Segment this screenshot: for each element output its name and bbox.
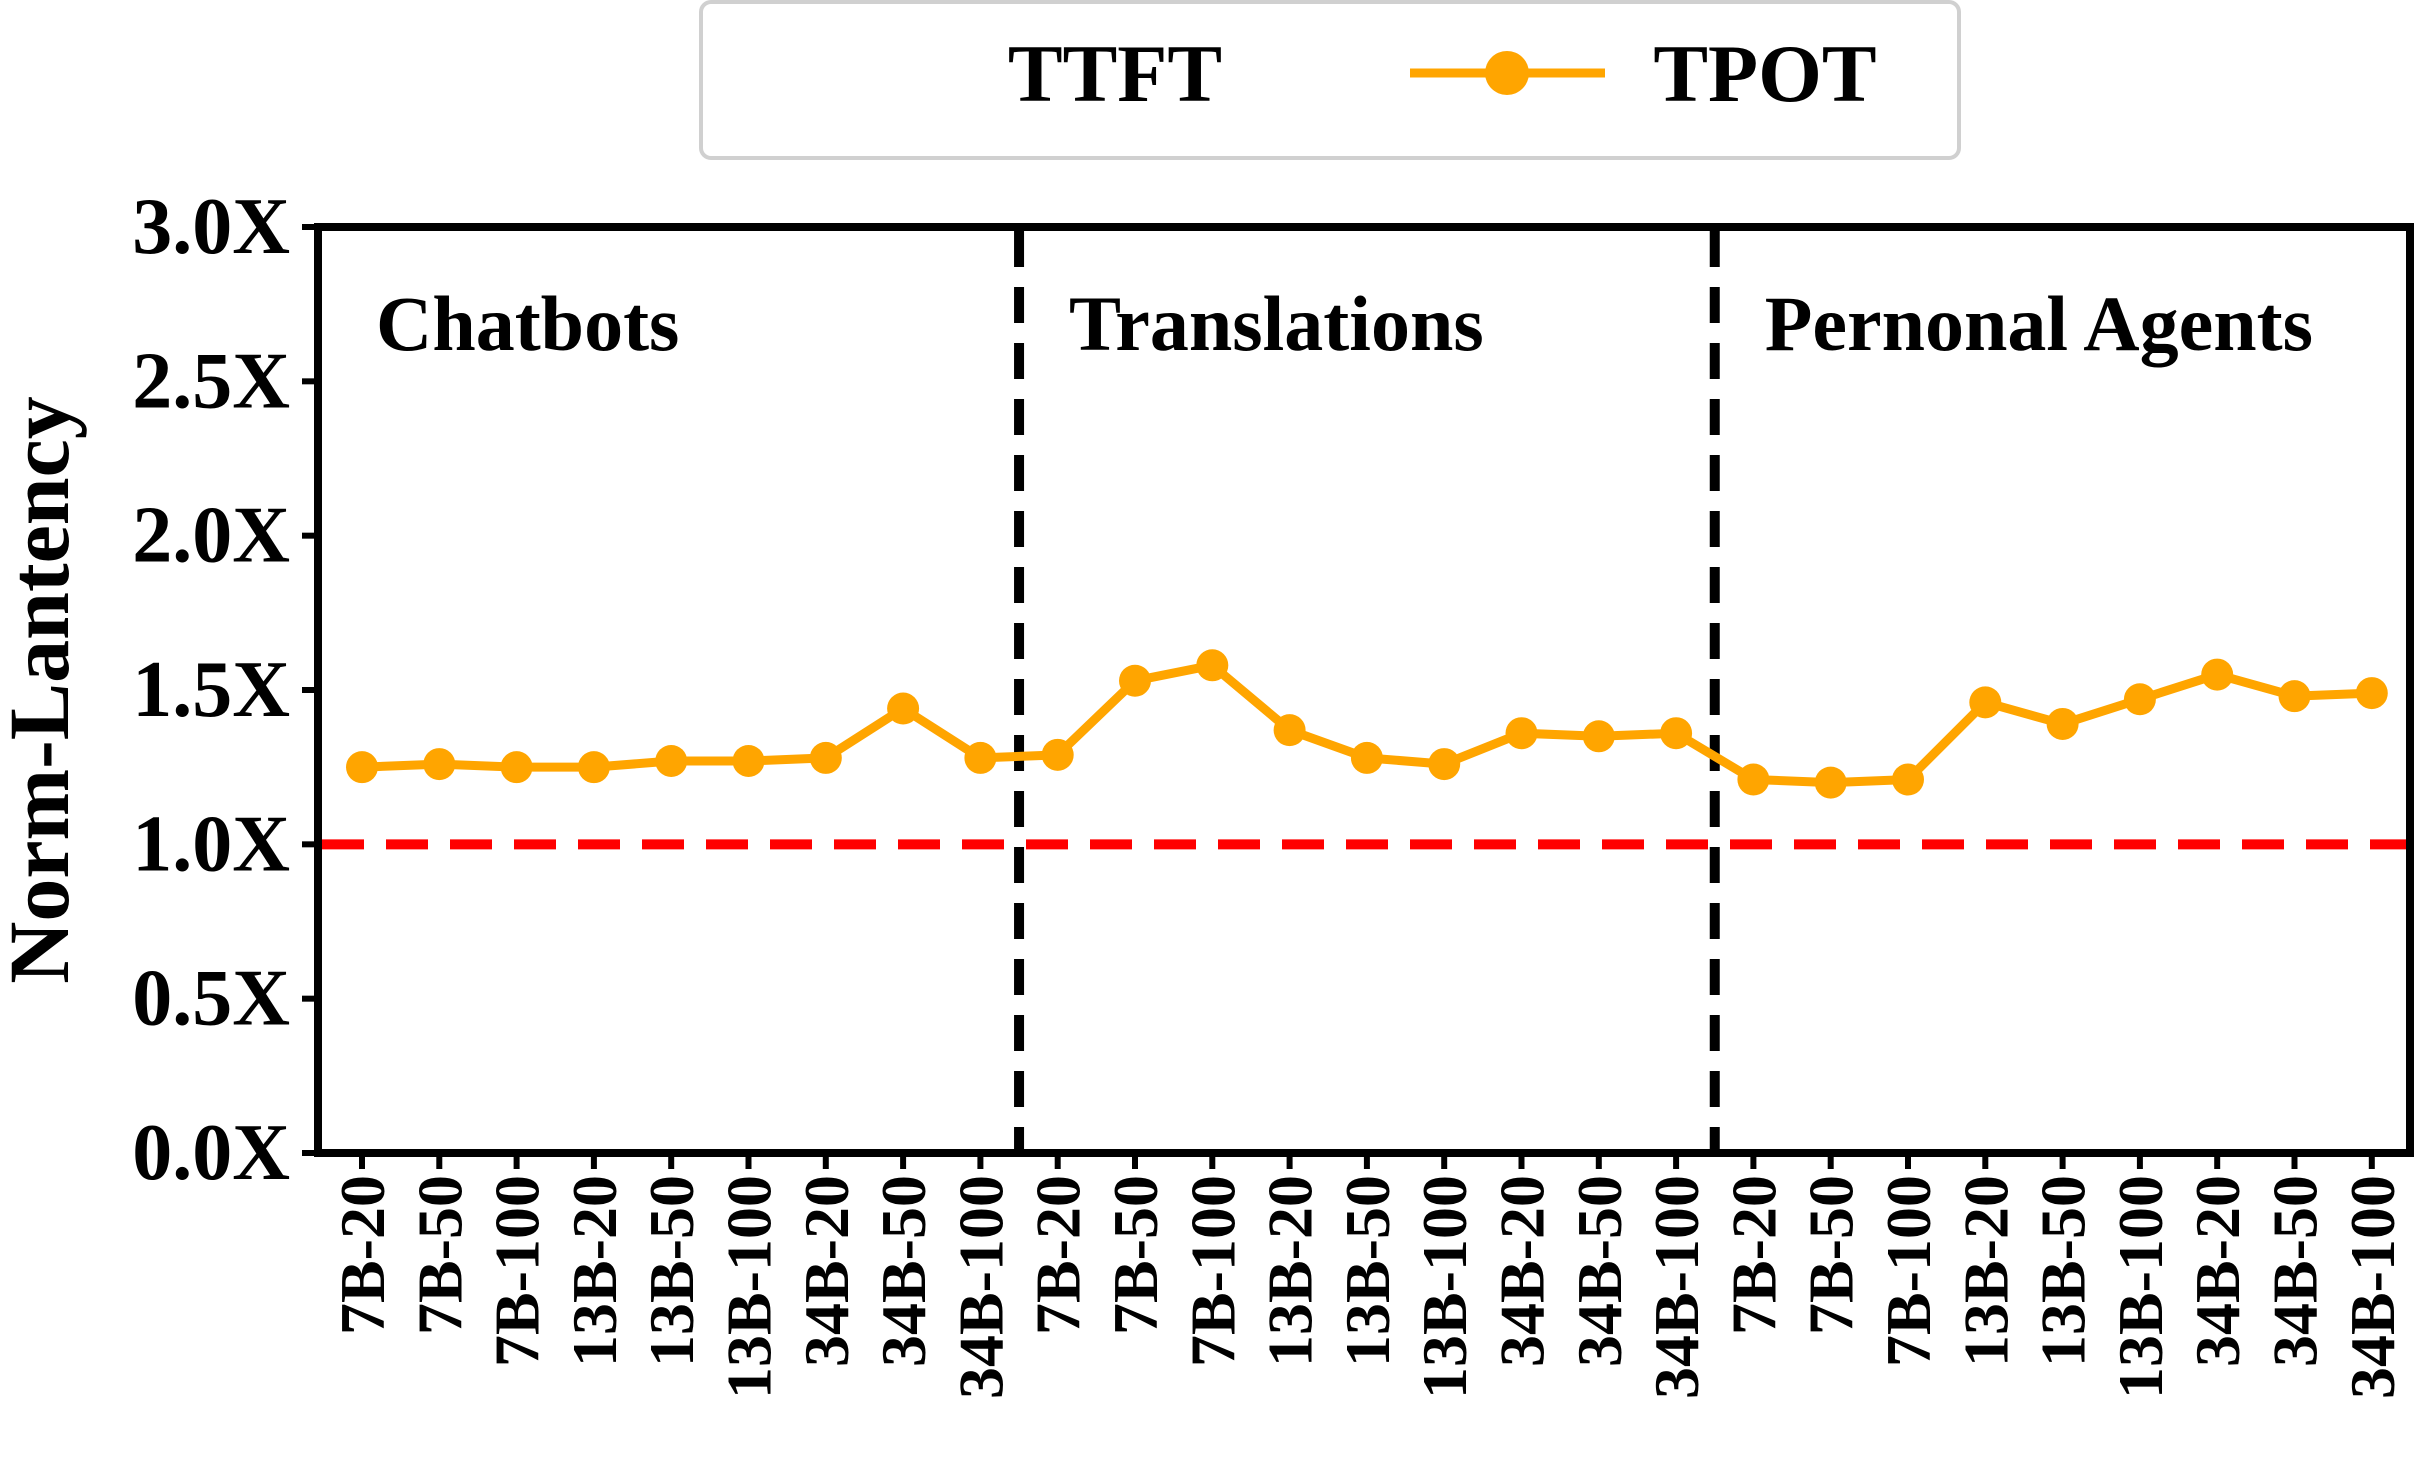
series-layer <box>346 649 2388 799</box>
legend-label-ttft: TTFT <box>1008 28 1222 119</box>
x-tick-label: 13B-100 <box>714 1175 785 1399</box>
data-point-tpot <box>1350 741 1383 774</box>
group-label: Translations <box>1069 280 1484 367</box>
x-tick-label: 7B-50 <box>1100 1175 1171 1335</box>
x-tick-label: 34B-100 <box>1641 1175 1712 1399</box>
data-point-tpot <box>1969 686 2002 719</box>
x-tick-label: 7B-100 <box>482 1175 553 1367</box>
x-tick-label: 7B-50 <box>1796 1175 1867 1335</box>
data-point-tpot <box>1892 763 1924 796</box>
y-tick-label: 2.5X <box>132 337 290 425</box>
data-point-tpot <box>2355 677 2388 710</box>
data-point-tpot <box>500 751 533 784</box>
group-label: Pernonal Agents <box>1765 280 2313 367</box>
data-point-tpot <box>1505 717 1538 750</box>
x-tick-label: 34B-50 <box>868 1175 939 1367</box>
x-tick-label: 34B-50 <box>2260 1175 2331 1367</box>
x-tick-label: 7B-100 <box>1873 1175 1944 1367</box>
data-point-tpot <box>2278 680 2311 713</box>
x-tick-label: 34B-50 <box>1564 1175 1635 1367</box>
data-point-tpot <box>809 741 842 774</box>
data-point-tpot <box>1119 664 1151 697</box>
legend: TTFT TPOT <box>699 0 1961 160</box>
x-tick-label: 13B-20 <box>1255 1175 1326 1367</box>
x-tick-label: 7B-20 <box>1023 1175 1094 1335</box>
x-axis-ticks: 7B-20 7B-50 7B-100 13B-20 13B-50 13B-100 34B-2… <box>327 1153 2408 1399</box>
y-tick-label: 3.0X <box>132 183 290 271</box>
x-tick-label: 13B-100 <box>1409 1175 1480 1399</box>
data-point-tpot <box>1041 738 1074 771</box>
x-tick-label: 7B-50 <box>404 1175 475 1335</box>
x-tick-label: 34B-100 <box>945 1175 1016 1399</box>
group-dividers <box>1014 231 1720 1149</box>
data-point-tpot <box>1273 714 1306 747</box>
x-tick-label: 13B-50 <box>636 1175 707 1367</box>
x-tick-label: 7B-20 <box>327 1175 398 1335</box>
data-point-tpot <box>964 741 997 774</box>
x-tick-label: 7B-20 <box>1718 1175 1789 1335</box>
y-axis-ticks: 0.0X 0.5X 1.0X 1.5X 2.0X 2.5X 3.0X <box>132 183 318 1197</box>
y-tick-label: 1.5X <box>132 646 290 734</box>
data-point-tpot <box>2201 658 2234 691</box>
x-tick-label: 13B-20 <box>559 1175 630 1367</box>
data-point-tpot <box>2123 683 2156 716</box>
x-tick-label: 7B-100 <box>1177 1175 1248 1367</box>
y-tick-label: 1.0X <box>132 800 290 888</box>
data-point-tpot <box>423 748 456 781</box>
data-point-tpot <box>1660 717 1693 750</box>
legend-tpot-marker <box>1485 51 1529 95</box>
legend-box <box>699 0 1961 160</box>
data-point-tpot <box>1428 748 1461 781</box>
y-tick-label: 0.5X <box>132 955 290 1043</box>
data-point-tpot <box>2046 707 2079 740</box>
x-tick-label: 34B-100 <box>2337 1175 2408 1399</box>
y-tick-label: 2.0X <box>132 492 290 580</box>
group-label: Chatbots <box>376 280 679 367</box>
data-point-tpot <box>655 744 688 777</box>
data-point-tpot <box>1582 720 1615 753</box>
data-point-tpot <box>1196 649 1229 682</box>
x-tick-label: 34B-20 <box>791 1175 862 1367</box>
group-labels: Chatbots Translations Pernonal Agents <box>376 280 2313 367</box>
y-tick-label: 0.0X <box>132 1109 290 1197</box>
data-point-tpot <box>346 751 378 784</box>
data-point-tpot <box>1814 766 1847 799</box>
x-tick-label: 13B-50 <box>1332 1175 1403 1367</box>
plot-frame <box>314 223 2414 1157</box>
y-axis-label: Norm-Lantency <box>0 396 87 984</box>
x-tick-label: 13B-100 <box>2105 1175 2176 1399</box>
x-tick-label: 13B-50 <box>2028 1175 2099 1367</box>
data-point-tpot <box>887 692 920 725</box>
data-point-tpot <box>1737 763 1770 796</box>
data-point-tpot <box>577 751 610 784</box>
data-point-tpot <box>732 744 765 777</box>
x-tick-label: 34B-20 <box>1487 1175 1558 1367</box>
x-tick-label: 13B-20 <box>1950 1175 2021 1367</box>
legend-label-tpot: TPOT <box>1653 28 1876 119</box>
x-tick-label: 34B-20 <box>2182 1175 2253 1367</box>
